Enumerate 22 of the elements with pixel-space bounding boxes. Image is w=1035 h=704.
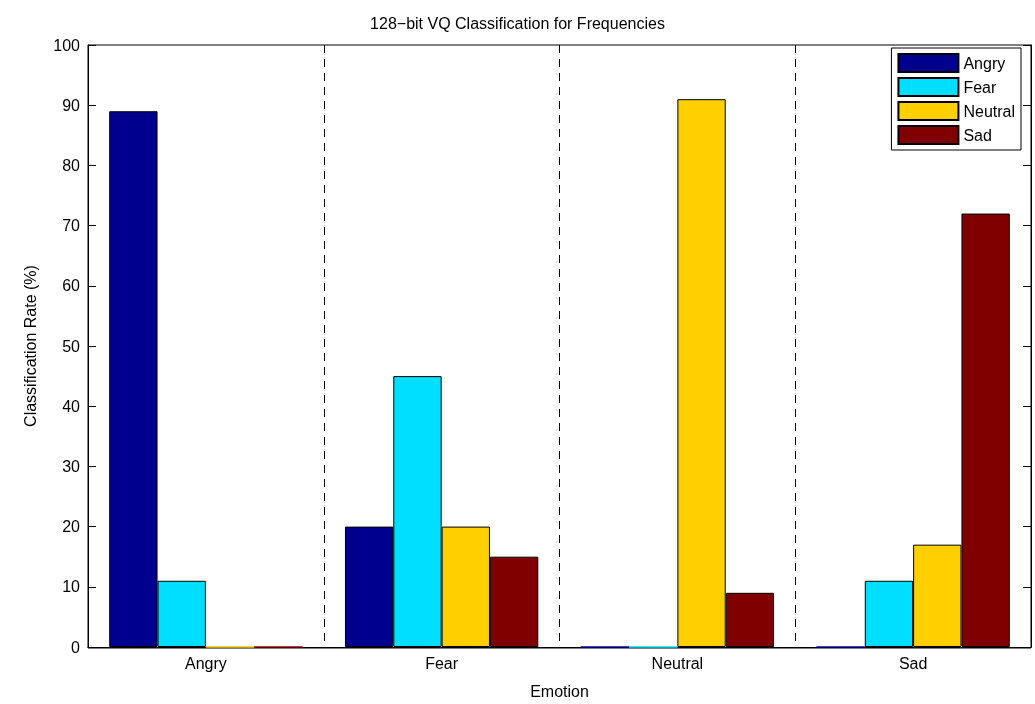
y-tick-label: 70 xyxy=(62,217,81,235)
y-tick-label: 30 xyxy=(62,457,81,475)
y-tick-label: 40 xyxy=(62,397,81,415)
y-tick-label: 90 xyxy=(62,96,81,114)
legend-label: Fear xyxy=(963,78,997,96)
y-tick-label: 10 xyxy=(62,578,81,596)
y-tick-label: 80 xyxy=(62,156,81,174)
x-axis-title: Emotion xyxy=(530,682,589,700)
y-tick-label: 60 xyxy=(62,277,81,295)
chart-title: 128−bit VQ Classification for Frequencies xyxy=(370,14,665,32)
legend-label: Sad xyxy=(963,126,992,144)
legend-label: Angry xyxy=(963,54,1006,72)
x-tick-label: Fear xyxy=(425,654,459,672)
y-tick-label: 100 xyxy=(53,36,81,54)
y-tick-label: 20 xyxy=(62,518,81,536)
y-tick-label: 0 xyxy=(71,638,81,656)
y-axis-title: Classification Rate (%) xyxy=(21,265,39,427)
x-tick-label: Neutral xyxy=(651,654,704,672)
legend-label: Neutral xyxy=(963,102,1015,120)
x-tick-label: Sad xyxy=(898,654,928,672)
x-tick-label: Angry xyxy=(184,654,227,672)
y-tick-label: 50 xyxy=(62,337,81,355)
